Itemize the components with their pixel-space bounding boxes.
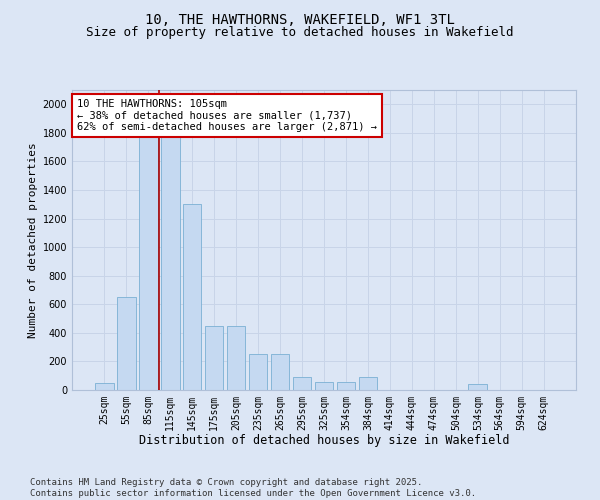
Bar (271, 354, 289, 390)
Bar (183, 204, 202, 390)
Bar (95, 383, 113, 390)
Bar (469, 384, 487, 390)
Bar (314, 382, 334, 390)
Text: 10, THE HAWTHORNS, WAKEFIELD, WF1 3TL: 10, THE HAWTHORNS, WAKEFIELD, WF1 3TL (145, 12, 455, 26)
X-axis label: Distribution of detached houses by size in Wakefield: Distribution of detached houses by size … (139, 434, 509, 448)
Y-axis label: Number of detached properties: Number of detached properties (28, 142, 38, 338)
Bar (205, 326, 223, 390)
Bar (249, 354, 268, 390)
Bar (139, 126, 158, 390)
Text: 10 THE HAWTHORNS: 105sqm
← 38% of detached houses are smaller (1,737)
62% of sem: 10 THE HAWTHORNS: 105sqm ← 38% of detach… (77, 99, 377, 132)
Text: Contains HM Land Registry data © Crown copyright and database right 2025.
Contai: Contains HM Land Registry data © Crown c… (30, 478, 476, 498)
Bar (359, 377, 377, 390)
Text: Size of property relative to detached houses in Wakefield: Size of property relative to detached ho… (86, 26, 514, 39)
Bar (293, 377, 311, 390)
Bar (337, 382, 355, 390)
Bar (117, 297, 136, 390)
Bar (161, 126, 179, 390)
Bar (227, 326, 245, 390)
